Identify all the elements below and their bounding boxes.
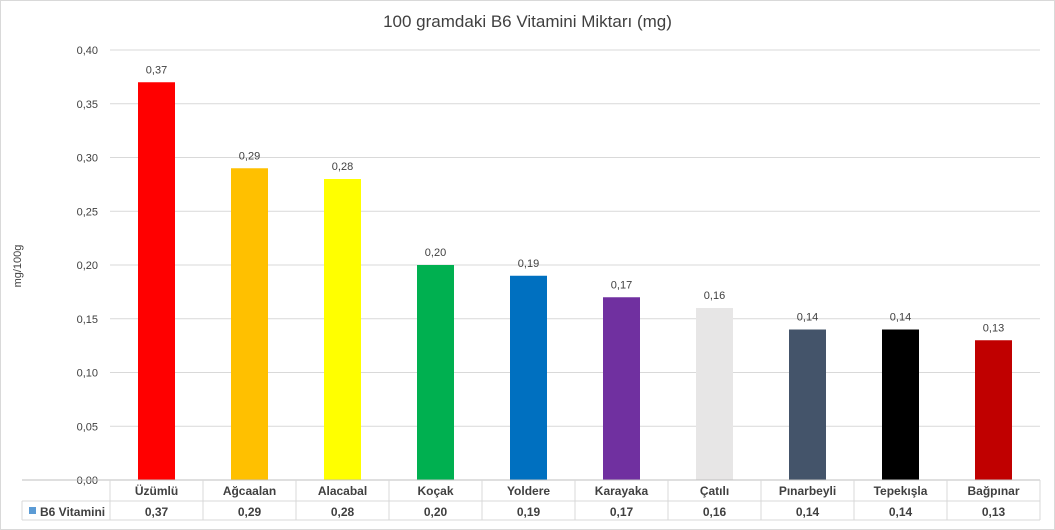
bar	[231, 168, 268, 480]
table-value: 0,29	[238, 505, 262, 519]
y-tick-label: 0,05	[77, 421, 98, 433]
chart-title: 100 gramdaki B6 Vitamini Miktarı (mg)	[383, 12, 672, 31]
data-label: 0,19	[518, 258, 539, 270]
data-label: 0,16	[704, 290, 725, 302]
bar	[882, 329, 919, 480]
bar	[789, 329, 826, 480]
table-value: 0,13	[982, 505, 1006, 519]
data-label: 0,17	[611, 279, 632, 291]
category-label: Yoldere	[507, 484, 550, 498]
table-value: 0,19	[517, 505, 541, 519]
category-label: Alacabal	[318, 484, 367, 498]
table-value: 0,14	[796, 505, 820, 519]
bar	[975, 340, 1012, 480]
table-value: 0,37	[145, 505, 169, 519]
data-label: 0,28	[332, 161, 353, 173]
bar	[138, 82, 175, 480]
data-label: 0,14	[890, 312, 911, 324]
data-label: 0,37	[146, 64, 167, 76]
y-tick-label: 0,35	[77, 99, 98, 111]
table-value: 0,14	[889, 505, 913, 519]
data-label: 0,20	[425, 247, 446, 259]
bar	[510, 275, 547, 480]
category-label: Ağcaalan	[223, 484, 276, 498]
legend-key	[29, 507, 36, 514]
y-tick-label: 0,30	[77, 153, 98, 165]
y-tick-label: 0,10	[77, 368, 98, 380]
series-name: B6 Vitamini	[40, 505, 105, 519]
category-label: Çatılı	[700, 484, 729, 498]
y-tick-label: 0,15	[77, 314, 98, 326]
data-label: 0,29	[239, 150, 260, 162]
category-label: Pınarbeyli	[779, 484, 836, 498]
category-label: Üzümlü	[135, 483, 178, 498]
category-label: Bağpınar	[967, 484, 1019, 498]
bar	[696, 308, 733, 480]
category-label: Tepekışla	[874, 484, 928, 498]
bar	[417, 265, 454, 480]
category-label: Karayaka	[595, 484, 649, 498]
y-tick-label: 0,00	[77, 475, 98, 487]
data-label: 0,14	[797, 312, 818, 324]
table-value: 0,28	[331, 505, 355, 519]
y-tick-label: 0,25	[77, 206, 98, 218]
table-value: 0,16	[703, 505, 727, 519]
table-value: 0,17	[610, 505, 634, 519]
y-tick-label: 0,20	[77, 260, 98, 272]
data-label: 0,13	[983, 322, 1004, 334]
bar	[603, 297, 640, 480]
y-tick-label: 0,40	[77, 45, 98, 57]
bar	[324, 179, 361, 480]
category-label: Koçak	[417, 484, 453, 498]
table-value: 0,20	[424, 505, 448, 519]
